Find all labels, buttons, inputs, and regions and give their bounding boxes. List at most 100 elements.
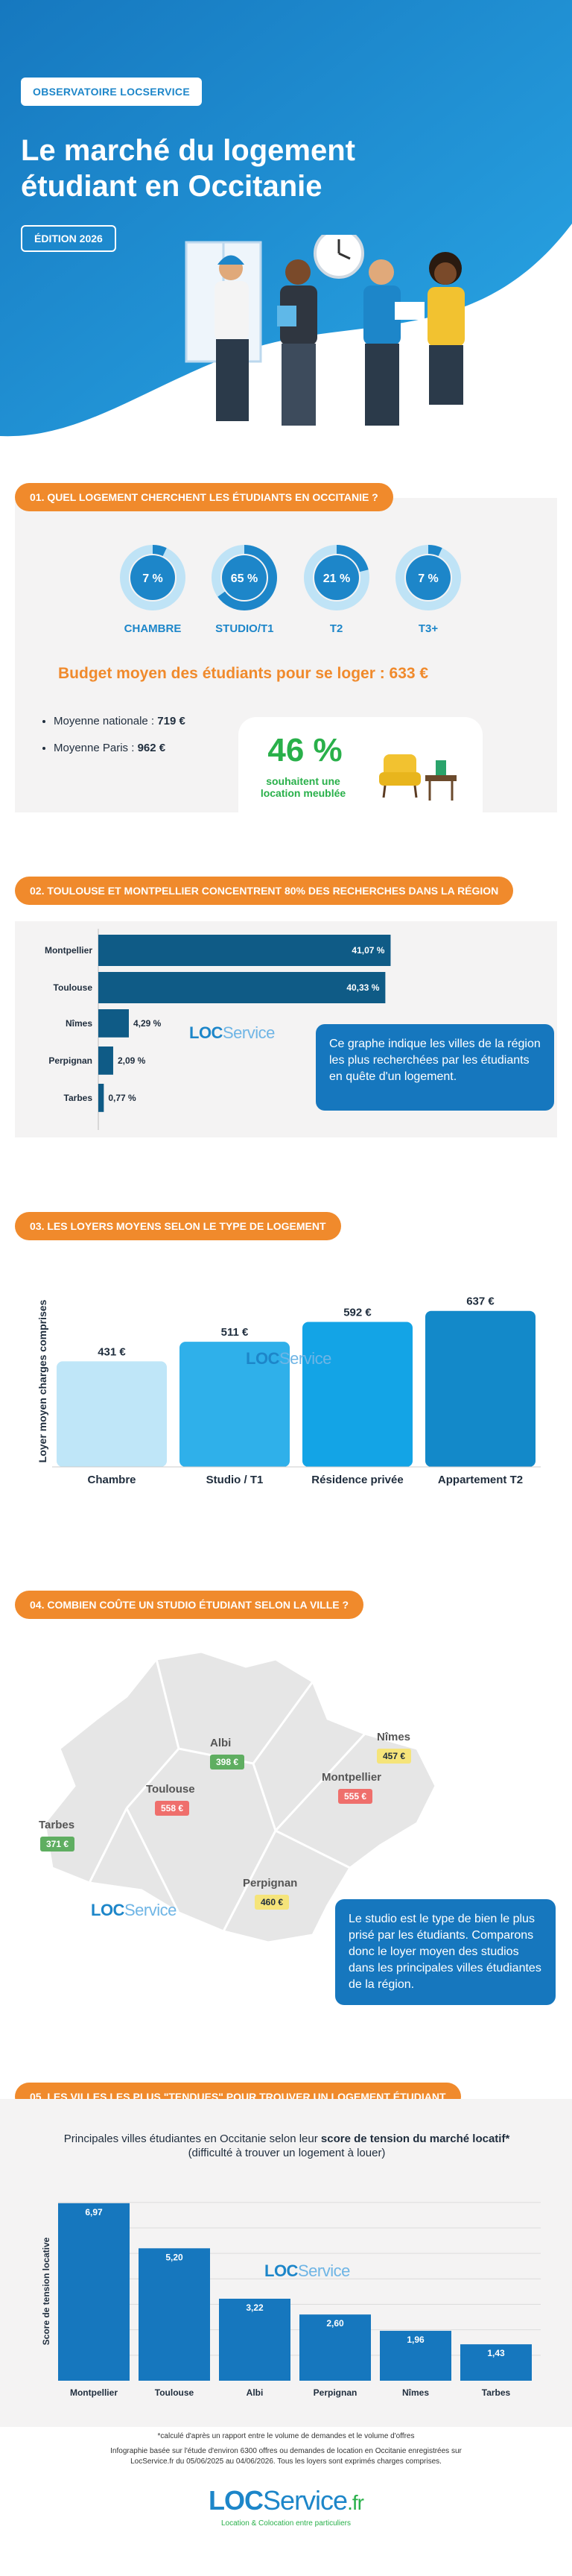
bar-tarbes [460,2344,532,2381]
observatory-badge: OBSERVATOIRE LOCSERVICE [21,78,202,106]
map-city-nimes: Nîmes [377,1731,411,1743]
students-illustration [185,235,465,426]
donut-row: 7 % CHAMBRE 65 % STUDIO/T1 21 % T2 7 % T3+ [112,544,469,635]
category-label: Studio / T1 [206,1474,264,1486]
map-price-badge-nimes: 457 € [377,1749,412,1764]
donut-slice [120,545,185,610]
hero-header: OBSERVATOIRE LOCSERVICE Le marché du log… [0,0,572,440]
bar-toulouse [98,972,386,1003]
category-label: Albi [247,2387,264,2398]
footnote-source-1: Infographie basée sur l'étude d'environ … [110,2447,462,2455]
bar-montpellier [58,2203,130,2381]
bar-value-label: 40,33 % [346,982,379,993]
bar-chambre [57,1361,167,1467]
donut-category-label: STUDIO/T1 [215,622,274,635]
tension-subtitle: Principales villes étudiantes en Occitan… [63,2133,510,2159]
bar-nimes [380,2331,451,2381]
rent-by-type-chart: Loyer moyen charges comprises 431 € Chambr… [36,1295,541,1486]
national-average: Moyenne nationale : 719 € [54,708,185,735]
donut-value-label: 7 % [418,572,439,585]
donut-center [130,555,175,600]
bar-value-label: 2,60 [326,2318,344,2329]
map-city-albi: Albi [210,1737,232,1749]
title-line-2: étudiant en Occitanie [21,170,322,203]
donut-t2: 21 % T2 [296,544,378,635]
bar-value-label: 3,22 [246,2302,264,2313]
category-label: Résidence privée [311,1474,403,1486]
bar-studio-t1 [179,1342,290,1467]
title-line-1: Le marché du logement [21,134,355,167]
bar-value-label: 637 € [466,1295,495,1308]
page-title: Le marché du logement étudiant en Occita… [21,133,408,204]
watermark-logo-4: LOCService [264,2261,350,2280]
bar-montpellier [98,935,391,966]
donut-category-label: T3+ [418,622,439,635]
donut-studio-t1: 65 % STUDIO/T1 [203,544,285,635]
section2-info-box: Ce graphe indique les villes de la régio… [316,1024,554,1111]
map-price-badge-toulouse: 558 € [155,1801,190,1816]
budget-headline: Budget moyen des étudiants pour se loger… [58,665,429,682]
donut-value-label: 7 % [142,572,163,585]
donut-chambre: 7 % CHAMBRE [112,544,194,635]
map-price-badge-albi: 398 € [210,1755,245,1770]
footnote-source-2: LocService.fr du 05/06/2025 au 04/06/202… [130,2457,442,2466]
bar-tarbes [98,1084,104,1112]
donut-value-label: 65 % [231,572,258,585]
footnote-tension: *calculé d'après un rapport entre le vol… [157,2432,415,2440]
bar-toulouse [139,2248,210,2381]
bar-value-label: 0,77 % [108,1093,136,1103]
bar-appartement-t2 [425,1310,536,1467]
donut-center [405,555,451,600]
section1-heading: 01. QUEL LOGEMENT CHERCHENT LES ÉTUDIANT… [15,483,393,511]
map-price-badge-tarbes: 371 € [40,1837,75,1852]
donut-center [314,555,359,600]
watermark-logo: LOCService [189,1023,275,1042]
section3-heading: 03. LES LOYERS MOYENS SELON LE TYPE DE L… [15,1212,341,1240]
bar-value-label: 41,07 % [352,945,384,956]
bar-value-label: 5,20 [165,2252,183,2262]
bar-perpignan [98,1046,113,1075]
bar-value-label: 511 € [221,1326,249,1339]
donut-slice [395,545,461,610]
donut-chart-chambre: 7 % [120,545,185,610]
furnished-caption: souhaitent une location meublée [260,775,346,799]
hero-background [0,0,572,437]
bar-albi [219,2298,290,2381]
map-city-perpignan: Perpignan [243,1877,298,1890]
map-city-tarbes: Tarbes [39,1819,75,1831]
bar-value-label: 6,97 [85,2207,103,2217]
section4-heading: 04. COMBIEN COÛTE UN STUDIO ÉTUDIANT SEL… [15,1591,364,1619]
bar-value-label: 592 € [343,1306,372,1319]
footer-logo: LOCService.fr [209,2485,364,2516]
y-axis-label: Score de tension locative [41,2237,51,2345]
donut-chart-t2: 21 % [303,545,369,610]
occitanie-map [43,1650,437,1944]
armchair-illustration [379,754,457,801]
section4-info-box: Le studio est le type de bien le plus pr… [335,1899,556,2005]
category-label: Toulouse [155,2387,194,2398]
paris-average: Moyenne Paris : 962 € [54,735,185,762]
budget-bullets: Moyenne nationale : 719 € Moyenne Paris … [54,708,185,762]
section2-heading: 02. TOULOUSE ET MONTPELLIER CONCENTRENT … [15,877,514,905]
bar-value-label: 1,96 [407,2334,425,2345]
map-city-montpellier: Montpellier [322,1771,382,1784]
category-label: Tarbes [482,2387,511,2398]
donut-chart-studio-t1: 65 % [212,545,278,610]
map-city-toulouse: Toulouse [146,1783,195,1796]
city-label: Tarbes [64,1093,93,1103]
city-label: Montpellier [45,945,92,956]
map-price-badge-perpignan: 460 € [255,1895,290,1910]
search-share-chart: Montpellier 41,07 % Toulouse 40,33 % Nîmes 4,… [45,929,391,1130]
category-label: Nîmes [402,2387,429,2398]
category-label: Perpignan [314,2387,358,2398]
donut-value-label: 21 % [322,572,349,585]
map-price-badge-montpellier: 555 € [338,1789,373,1804]
category-label: Chambre [87,1474,136,1486]
bar-residence-privee [302,1322,413,1467]
donut-t3: 7 % T3+ [387,544,469,635]
bar-perpignan [299,2314,371,2381]
edition-badge: ÉDITION 2026 [21,225,116,252]
bar-value-label: 1,43 [487,2348,505,2358]
bar-value-label: 431 € [98,1345,126,1358]
city-label: Perpignan [48,1055,92,1066]
